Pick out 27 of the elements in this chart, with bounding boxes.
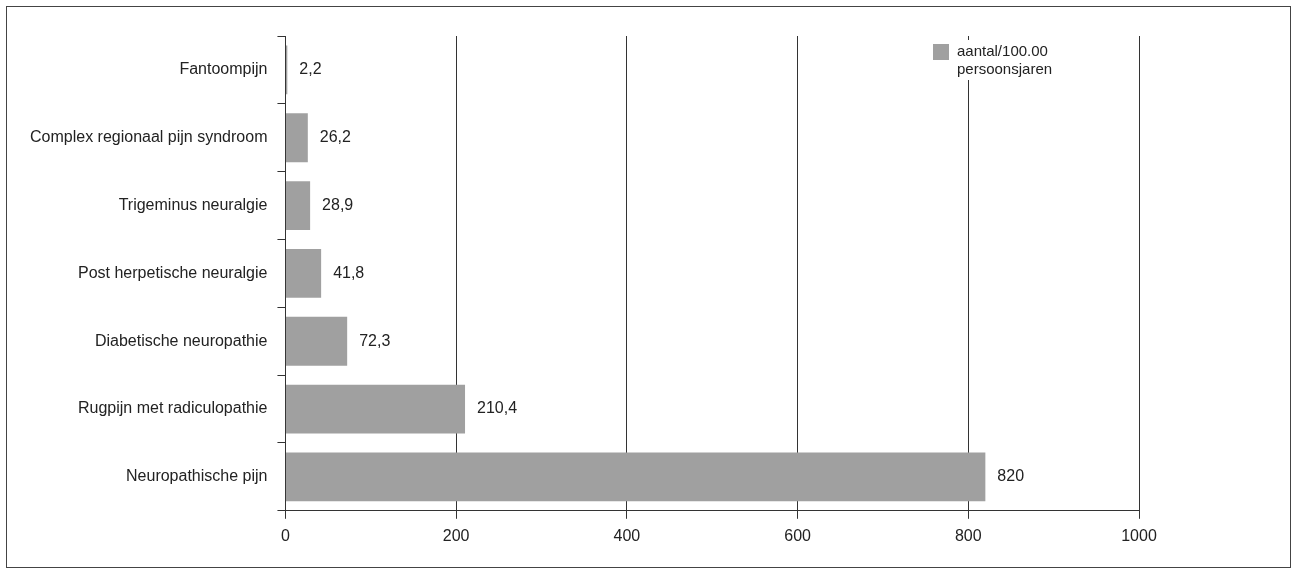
bar (285, 316, 348, 366)
data-label: 72,3 (359, 331, 391, 349)
bar (285, 248, 322, 298)
y-tick-label: Complex regionaal pijn syndroom (30, 128, 268, 146)
x-tick-label: 0 (281, 526, 290, 544)
y-tick-label: Fantoompijn (179, 60, 268, 78)
data-label: 41,8 (333, 263, 365, 281)
y-tick-label: Rugpijn met radiculopathie (78, 399, 268, 417)
x-tick-label: 600 (784, 526, 812, 544)
y-tick-label: Trigeminus neuralgie (118, 195, 268, 213)
data-label: 2,2 (299, 60, 322, 78)
bar (285, 384, 466, 434)
data-label: 210,4 (477, 399, 518, 417)
x-tick-label: 800 (954, 526, 982, 544)
x-tick-label: 1000 (1121, 526, 1157, 544)
bar (285, 452, 986, 502)
y-tick-label: Post herpetische neuralgie (78, 263, 268, 281)
y-tick-label: Diabetische neuropathie (94, 331, 268, 349)
x-tick-label: 400 (613, 526, 641, 544)
bar (285, 181, 311, 230)
legend-label: aantal/100.00 persoonsjaren (957, 42, 1054, 78)
x-tick-label: 200 (442, 526, 470, 544)
y-tick-label: Neuropathische pijn (126, 467, 268, 485)
data-label: 820 (997, 467, 1025, 485)
data-label: 26,2 (319, 128, 352, 146)
data-label: 28,9 (322, 195, 354, 213)
bar (285, 113, 308, 163)
